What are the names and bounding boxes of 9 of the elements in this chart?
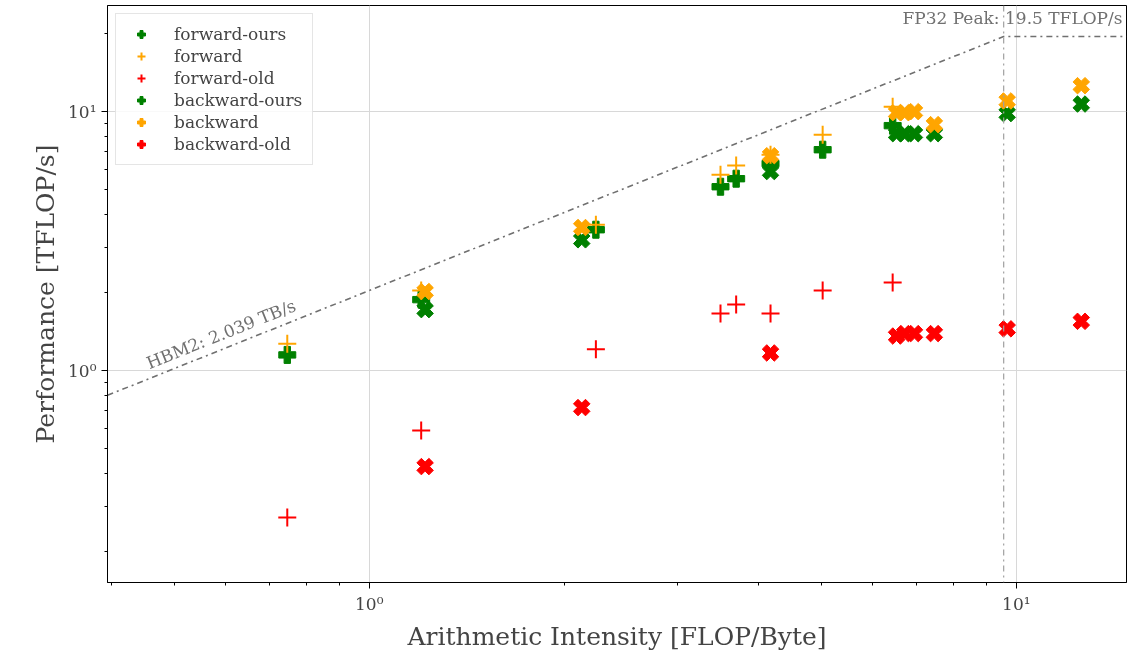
x-axis-title: Arithmetic Intensity [FLOP/Byte] xyxy=(406,621,827,651)
legend-label: backward xyxy=(174,112,259,132)
legend-label: forward-old xyxy=(174,68,275,88)
legend-label: backward-ours xyxy=(174,90,303,110)
annotation: FP32 Peak: 19.5 TFLOP/s xyxy=(902,7,1123,28)
legend-label: forward xyxy=(174,46,243,66)
legend-label: backward-old xyxy=(174,134,291,154)
legend-label: forward-ours xyxy=(174,24,287,44)
y-axis-title: Performance [TFLOP/s] xyxy=(31,144,61,444)
